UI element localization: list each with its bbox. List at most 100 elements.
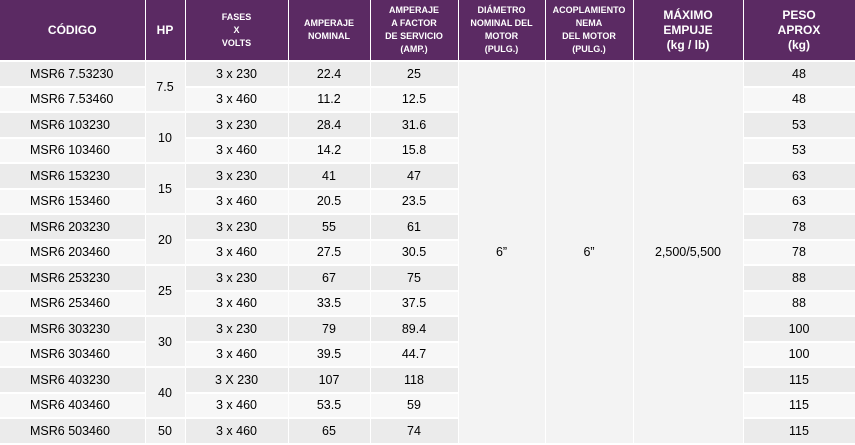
header-line: NEMA xyxy=(575,18,603,28)
table-row: MSR6 153460 3 x 460 20.5 23.5 63 xyxy=(0,188,855,215)
header-line: PESO xyxy=(782,7,816,22)
cell-amperaje: 27.5 xyxy=(288,239,371,266)
cell-peso: 100 xyxy=(743,341,855,368)
cell-fases: 3 x 460 xyxy=(185,188,289,215)
cell-acoplamiento: 6” xyxy=(545,61,634,445)
header-line: EMPUJE xyxy=(663,22,713,37)
cell-peso: 63 xyxy=(743,188,855,215)
header-diametro-motor: DIÁMETRO NOMINAL DEL MOTOR (PULG.) xyxy=(458,0,546,62)
header-line: VOLTS xyxy=(221,37,252,48)
table-row: MSR6 503460 50 3 x 460 65 74 115 xyxy=(0,418,855,445)
header-line: (AMP.) xyxy=(400,44,428,54)
header-maximo-empuje: MÁXIMO EMPUJE (kg / lb) xyxy=(633,0,744,62)
table-header-row: CÓDIGO HP FASES X VOLTS AMPERAJE NOMINAL AM… xyxy=(0,0,855,62)
header-line: (PULG.) xyxy=(572,44,606,54)
table-row: MSR6 153230 15 3 x 230 41 47 63 xyxy=(0,163,855,215)
header-line: NOMINAL DEL xyxy=(470,18,533,28)
cell-hp: 7.5 xyxy=(145,61,186,113)
header-line: (PULG.) xyxy=(484,44,519,54)
cell-codigo: MSR6 253460 xyxy=(0,290,146,317)
header-line: A FACTOR xyxy=(391,18,437,28)
cell-codigo: MSR6 203460 xyxy=(0,239,146,266)
header-line: ACOPLAMIENTO xyxy=(552,5,626,15)
header-codigo: CÓDIGO xyxy=(0,0,146,62)
cell-codigo: MSR6 303460 xyxy=(0,341,146,368)
cell-amperaje-fs: 75 xyxy=(370,265,459,292)
header-line: MÁXIMO xyxy=(663,7,713,22)
cell-peso: 78 xyxy=(743,239,855,266)
cell-peso: 88 xyxy=(743,265,855,292)
cell-codigo: MSR6 403460 xyxy=(0,392,146,419)
cell-hp: 15 xyxy=(145,163,186,215)
header-line: CÓDIGO xyxy=(47,22,97,37)
header-peso-aprox: PESO APROX (kg) xyxy=(743,0,855,62)
header-line: NOMINAL xyxy=(308,31,350,41)
cell-fases: 3 x 460 xyxy=(185,418,289,445)
cell-amperaje: 41 xyxy=(288,163,371,190)
cell-peso: 53 xyxy=(743,137,855,164)
cell-peso: 100 xyxy=(743,316,855,343)
cell-amperaje: 28.4 xyxy=(288,112,371,139)
cell-amperaje: 67 xyxy=(288,265,371,292)
table-row: MSR6 203230 20 3 x 230 55 61 78 xyxy=(0,214,855,266)
cell-peso: 88 xyxy=(743,290,855,317)
cell-codigo: MSR6 403230 xyxy=(0,367,146,394)
cell-amperaje: 53.5 xyxy=(288,392,371,419)
cell-codigo: MSR6 503460 xyxy=(0,418,146,445)
cell-amperaje: 107 xyxy=(288,367,371,394)
cell-amperaje: 22.4 xyxy=(288,61,371,88)
cell-hp: 10 xyxy=(145,112,186,164)
cell-fases: 3 x 230 xyxy=(185,112,289,139)
header-amperaje-nominal: AMPERAJE NOMINAL xyxy=(288,0,371,62)
table-row: MSR6 403230 40 3 X 230 107 118 115 xyxy=(0,367,855,419)
cell-fases: 3 X 230 xyxy=(185,367,289,394)
cell-codigo: MSR6 103230 xyxy=(0,112,146,139)
cell-peso: 48 xyxy=(743,61,855,88)
table-row: MSR6 253230 25 3 x 230 67 75 88 xyxy=(0,265,855,317)
header-amperaje-factor-servicio: AMPERAJE A FACTOR DE SERVICIO (AMP.) xyxy=(370,0,459,62)
cell-peso: 115 xyxy=(743,367,855,394)
cell-diametro: 6” xyxy=(458,61,546,445)
cell-codigo: MSR6 203230 xyxy=(0,214,146,241)
cell-codigo: MSR6 103460 xyxy=(0,137,146,164)
table-row: MSR6 7.53460 3 x 460 11.2 12.5 48 xyxy=(0,86,855,113)
header-acoplamiento-nema: ACOPLAMIENTO NEMA DEL MOTOR (PULG.) xyxy=(545,0,634,62)
cell-peso: 63 xyxy=(743,163,855,190)
table-row: MSR6 203460 3 x 460 27.5 30.5 78 xyxy=(0,239,855,266)
cell-amperaje-fs: 61 xyxy=(370,214,459,241)
cell-amperaje: 65 xyxy=(288,418,371,445)
cell-amperaje: 11.2 xyxy=(288,86,371,113)
cell-amperaje: 39.5 xyxy=(288,341,371,368)
cell-fases: 3 x 230 xyxy=(185,214,289,241)
header-line: AMPERAJE xyxy=(303,18,354,28)
header-hp: HP xyxy=(145,0,186,62)
cell-amperaje-fs: 44.7 xyxy=(370,341,459,368)
cell-fases: 3 x 460 xyxy=(185,137,289,164)
cell-amperaje-fs: 89.4 xyxy=(370,316,459,343)
header-line: DE SERVICIO xyxy=(385,31,443,41)
cell-peso: 115 xyxy=(743,392,855,419)
cell-amperaje: 14.2 xyxy=(288,137,371,164)
header-line: HP xyxy=(156,22,174,37)
header-line: MOTOR xyxy=(484,31,519,41)
cell-codigo: MSR6 153230 xyxy=(0,163,146,190)
cell-amperaje-fs: 23.5 xyxy=(370,188,459,215)
cell-fases: 3 x 230 xyxy=(185,163,289,190)
table-row: MSR6 253460 3 x 460 33.5 37.5 88 xyxy=(0,290,855,317)
table-row: MSR6 403460 3 x 460 53.5 59 115 xyxy=(0,392,855,419)
cell-amperaje-fs: 59 xyxy=(370,392,459,419)
cell-peso: 115 xyxy=(743,418,855,445)
cell-hp: 50 xyxy=(145,418,186,445)
table-row: MSR6 7.53230 7.5 3 x 230 22.4 25 6” 6” 2,500/5,… xyxy=(0,61,855,445)
cell-amperaje: 33.5 xyxy=(288,290,371,317)
cell-codigo: MSR6 303230 xyxy=(0,316,146,343)
header-line: DEL MOTOR xyxy=(562,31,616,41)
cell-peso: 48 xyxy=(743,86,855,113)
table-row: MSR6 103460 3 x 460 14.2 15.8 53 xyxy=(0,137,855,164)
cell-empuje: 2,500/5,500 xyxy=(633,61,744,445)
cell-amperaje-fs: 15.8 xyxy=(370,137,459,164)
header-line: (kg) xyxy=(788,37,810,52)
cell-amperaje-fs: 12.5 xyxy=(370,86,459,113)
cell-codigo: MSR6 253230 xyxy=(0,265,146,292)
